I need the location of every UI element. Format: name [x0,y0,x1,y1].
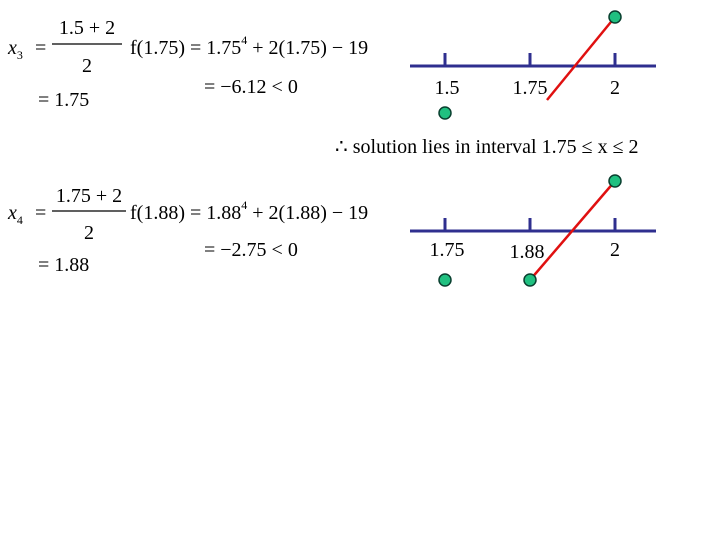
denominator: 2 [82,55,92,77]
point [608,174,622,188]
denominator: 2 [84,222,94,244]
line-label: 2 [610,77,620,99]
variable: x4 [7,202,23,227]
numerator: 1.5 + 2 [59,17,115,39]
step: x3 = 1.5 + 2 2 = 1.75 f(1.75) = 1.754 + … [7,10,656,120]
function-line: f(1.88) = 1.884 + 2(1.88) − 19 [130,198,368,224]
line-label: 1.75 [513,77,548,99]
sign-line [546,16,616,101]
equals: = [35,37,46,59]
numerator: 1.75 + 2 [56,185,122,207]
line-label: 1.88 [510,241,545,263]
line-label: 1.75 [430,239,465,261]
function-line: f(1.75) = 1.754 + 2(1.75) − 19 [130,33,368,59]
point [438,273,452,287]
point [523,273,537,287]
result: = 1.75 [38,89,89,111]
variable: x3 [7,37,23,62]
line-label: 1.5 [435,77,460,99]
function-value: = −6.12 < 0 [204,76,298,98]
line-label: 2 [610,239,620,261]
sign-line [529,180,616,281]
function-value: = −2.75 < 0 [204,239,298,261]
conclusion: ∴ solution lies in interval 1.75 ≤ x ≤ 2 [335,136,639,158]
point [608,10,622,24]
step: x4 = 1.75 + 2 2 = 1.88 f(1.88) = 1.884 +… [7,174,656,287]
point [438,106,452,120]
result: = 1.88 [38,254,89,276]
equals: = [35,202,46,224]
